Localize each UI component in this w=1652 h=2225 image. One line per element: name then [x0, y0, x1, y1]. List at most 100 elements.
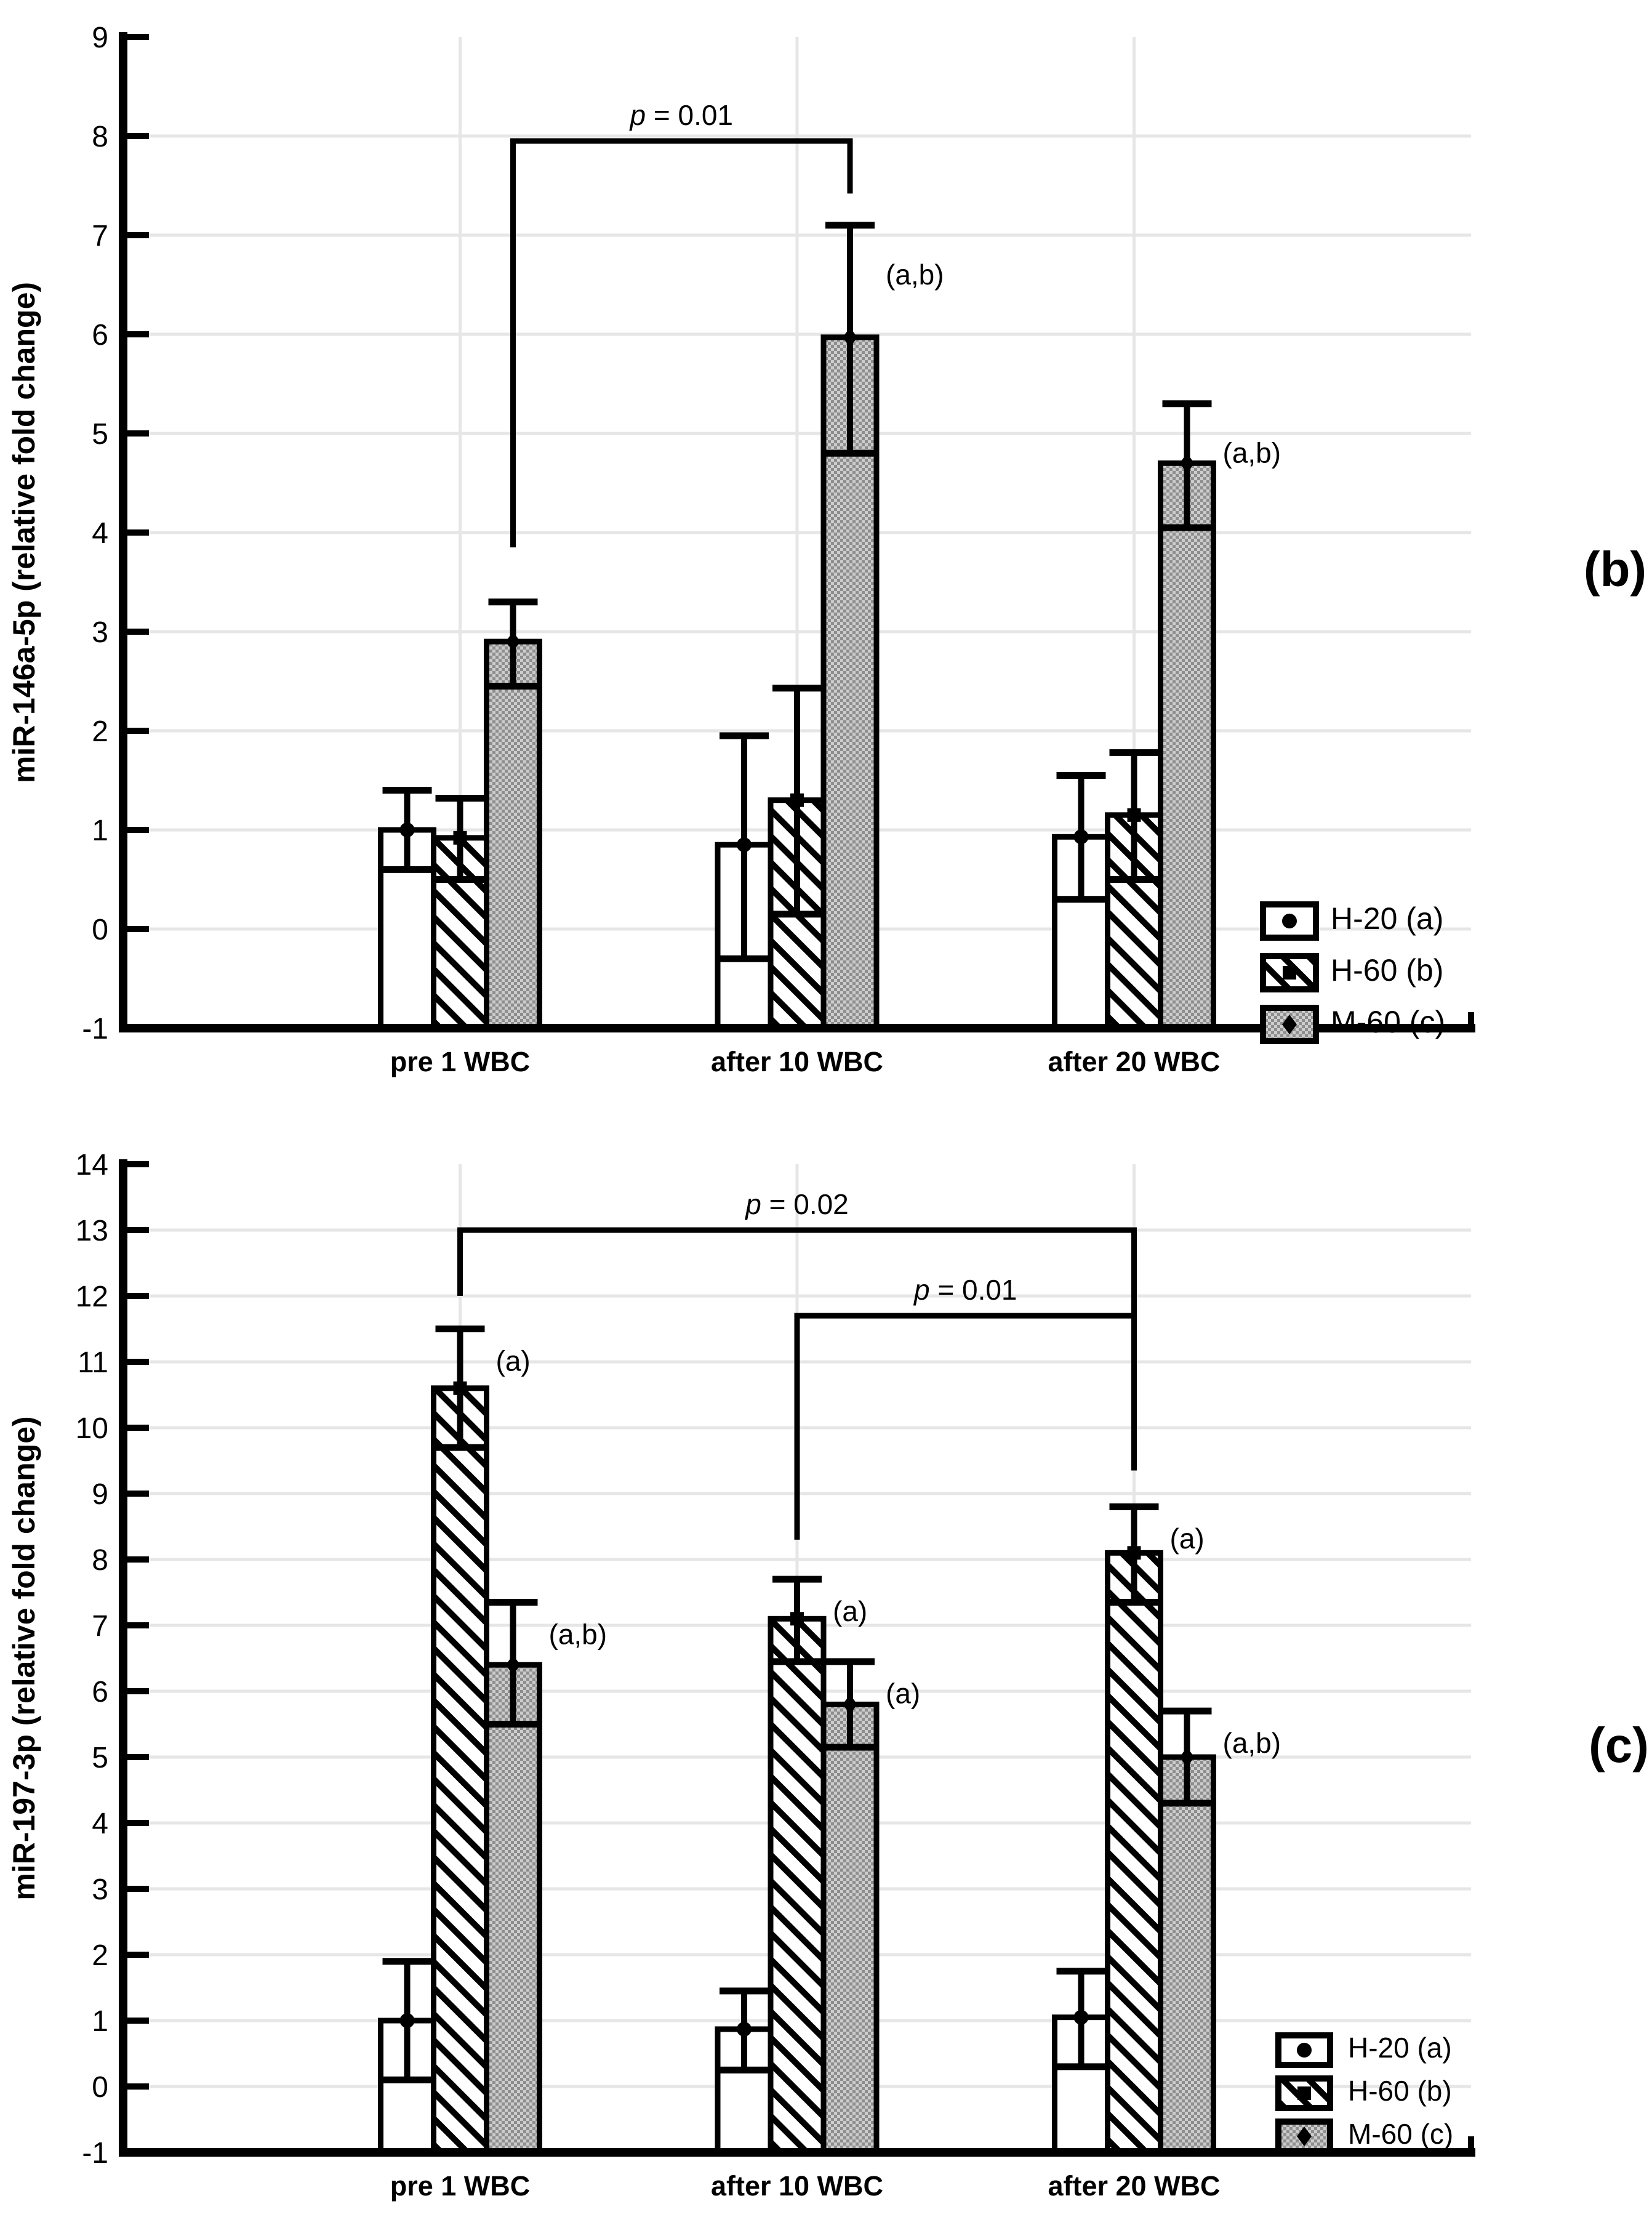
significance-letter-label: (a,b)	[886, 259, 944, 291]
y-tick-label: 3	[92, 616, 108, 649]
square-marker	[790, 1612, 804, 1626]
y-tick-label: 14	[76, 1149, 108, 1181]
diamond-marker	[1297, 2126, 1312, 2146]
circle-marker	[1282, 914, 1297, 928]
y-tick-label: 6	[92, 319, 108, 352]
y-tick-label: 0	[92, 2071, 108, 2104]
legend-swatch	[1260, 901, 1319, 941]
y-tick-label: -1	[82, 2137, 108, 2170]
legend-swatch	[1275, 2075, 1333, 2111]
circle-marker	[1073, 829, 1089, 845]
diamond-marker	[1179, 453, 1195, 473]
y-axis-title: miR-146a-5p (relative fold change)	[7, 282, 41, 783]
legend-label: H-20 (a)	[1348, 2032, 1452, 2064]
error-bar	[382, 787, 432, 873]
y-tick-label: 9	[92, 1478, 108, 1511]
error-bar	[772, 685, 822, 918]
x-category-label: after 20 WBC	[1048, 2170, 1220, 2202]
error-bar	[720, 1987, 769, 2074]
p-value-label: p = 0.01	[628, 99, 733, 131]
y-tick-label: 2	[92, 1939, 108, 1972]
error-bar	[772, 1575, 822, 1665]
diamond-marker	[843, 327, 857, 347]
square-marker	[1127, 1546, 1141, 1560]
square-marker	[1127, 808, 1141, 822]
y-tick-label: 2	[92, 715, 108, 748]
bar-M-60-after-20-WBC	[1158, 1754, 1216, 2155]
panel-letter-label: (c)	[1589, 1718, 1649, 1772]
y-tick-label: 4	[92, 517, 108, 550]
y-tick-label: 7	[92, 220, 108, 252]
square-marker	[453, 831, 467, 845]
diamond-marker	[843, 1694, 857, 1715]
error-bar	[435, 794, 485, 883]
square-marker	[790, 793, 804, 807]
y-tick-label: 0	[92, 914, 108, 946]
y-tick-label: 11	[78, 1346, 108, 1379]
legend-item-M-60: M-60 (c)	[1275, 2118, 1453, 2154]
legend-label: M-60 (c)	[1331, 1005, 1445, 1039]
x-category-label: pre 1 WBC	[390, 1046, 531, 1077]
panel-b: (a,b) (a,b) p = 0.01 -1 0 1 2 3 4 5 6 7 8 9 pre 1 WBC a…	[7, 22, 1646, 1077]
legend-label: H-60 (b)	[1331, 953, 1443, 988]
legend-item-H-60: H-60 (b)	[1260, 953, 1443, 992]
y-tick-label: 8	[92, 121, 108, 153]
y-tick-label: 1	[92, 815, 108, 847]
error-bar	[1056, 1968, 1106, 2070]
significance-bracket	[510, 138, 853, 548]
legend-item-H-20: H-20 (a)	[1260, 901, 1443, 941]
y-tick-label: 4	[92, 1808, 108, 1840]
square-marker	[453, 1381, 467, 1395]
significance-letter-label: (a)	[1170, 1523, 1205, 1555]
y-tick-label: -1	[82, 1013, 108, 1045]
bar-M-60-pre-1-WBC	[484, 638, 542, 1031]
legend-label: H-60 (b)	[1348, 2075, 1452, 2107]
y-tick-label: 9	[92, 22, 108, 54]
error-bar	[825, 222, 875, 457]
error-bar	[825, 1658, 875, 1751]
significance-letter-label: (a,b)	[1223, 1727, 1281, 1759]
y-tick-label: 13	[76, 1215, 108, 1247]
significance-letter-label: (a)	[886, 1678, 920, 1710]
legend-label: M-60 (c)	[1348, 2118, 1453, 2150]
diamond-marker	[1282, 1015, 1297, 1034]
legend-swatch	[1275, 2032, 1333, 2068]
error-bar	[488, 1599, 538, 1728]
legend-item-H-60: H-60 (b)	[1275, 2075, 1452, 2111]
square-marker	[1283, 966, 1296, 980]
diamond-marker	[505, 632, 521, 652]
bar-H-60-after-10-WBC	[768, 1615, 827, 2155]
panel-c: (a) (a) (a) (a,b) (a) (a,b) p = 0.02 p = 0.01 -1…	[7, 1149, 1649, 2202]
bar-M-60-after-20-WBC	[1158, 460, 1216, 1031]
bar-M-60-after-10-WBC	[820, 1701, 880, 2155]
legend-item-H-20: H-20 (a)	[1275, 2032, 1452, 2068]
error-bar	[1162, 1707, 1212, 1807]
circle-marker	[399, 823, 415, 837]
error-bar	[1109, 1503, 1159, 1606]
circle-marker	[737, 2021, 752, 2037]
x-category-label: pre 1 WBC	[390, 2170, 531, 2202]
x-category-label: after 20 WBC	[1048, 1046, 1220, 1077]
bar-H-60-pre-1-WBC	[431, 1385, 489, 2155]
y-tick-label: 10	[76, 1412, 108, 1445]
circle-marker	[399, 2013, 415, 2028]
error-bar	[435, 1326, 485, 1451]
error-bar	[382, 1958, 432, 2083]
y-tick-label: 6	[92, 1676, 108, 1708]
y-tick-label: 5	[92, 1742, 108, 1774]
error-bar	[1056, 771, 1106, 903]
bar-H-60-after-20-WBC	[1105, 1550, 1163, 2155]
diamond-marker	[505, 1655, 521, 1675]
y-tick-label: 3	[92, 1873, 108, 1906]
circle-marker	[1297, 2043, 1312, 2058]
significance-letter-label: (a)	[833, 1595, 867, 1627]
panel-letter-label: (b)	[1584, 542, 1646, 597]
significance-bracket	[794, 1313, 1137, 1540]
significance-letter-label: (a,b)	[1223, 437, 1281, 469]
x-category-label: after 10 WBC	[711, 1046, 883, 1077]
y-tick-label: 7	[92, 1610, 108, 1643]
y-tick-label: 1	[92, 2005, 108, 2038]
legend-item-M-60: M-60 (c)	[1260, 1005, 1445, 1044]
